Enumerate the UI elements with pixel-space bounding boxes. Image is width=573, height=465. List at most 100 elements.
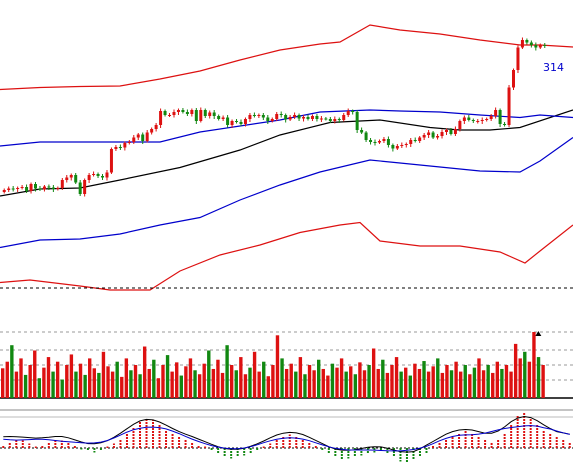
volume-bar [362,370,367,398]
candle-body [261,115,265,118]
volume-bar [207,350,211,398]
volume-bar [298,357,303,398]
volume-bar [142,346,147,398]
candle-body [351,111,355,112]
candle-body [78,182,82,194]
candle-body [525,40,529,43]
candle-body [217,116,221,119]
volume-bar [133,365,138,398]
candle-body [511,70,515,88]
candle-body [467,117,471,120]
volume-bar [532,332,536,398]
candle-body [418,137,422,141]
candle-body [190,110,194,114]
volume-bar [216,359,220,398]
candle-body [29,184,33,191]
candle-body [498,110,502,124]
volume-bar [326,375,330,398]
price-panel [0,24,573,291]
candle-body [449,130,453,134]
volume-bar [376,368,380,398]
volume-bar [78,363,83,398]
volume-panel [0,331,573,399]
volume-bar [431,366,435,398]
candle-body [159,111,163,125]
volume-bar [349,366,353,398]
volume-bar [147,368,151,398]
volume-bar [289,363,293,398]
volume-bar [97,372,101,398]
candle-body [199,110,203,121]
candle-body [7,188,11,190]
candle-body [476,121,480,122]
candle-body [257,115,261,116]
candle-body [51,187,55,189]
candle-body [20,187,24,188]
volume-bar [426,371,431,398]
candle-body [386,139,390,145]
volume-bar [495,361,500,398]
candle-body [538,45,542,48]
volume-bar [115,361,119,398]
candle-body [444,130,448,132]
candle-body [42,186,46,190]
macd-panel [0,409,573,463]
volume-bar [138,374,142,398]
candle-body [11,188,15,190]
candle-body [203,110,207,116]
volume-bar [69,354,74,398]
candle-body [235,121,239,122]
volume-bar [175,362,179,398]
candle-body [83,180,87,194]
candle-body [230,121,234,125]
volume-bar [381,359,385,398]
volume-bar [436,358,440,398]
candle-body [427,132,431,135]
volume-bar [275,335,280,398]
volume-bar [88,358,92,398]
macd-line [3,415,570,453]
volume-bar [500,368,504,398]
volume-bar [358,362,362,398]
candle-body [346,111,350,115]
volume-bar [335,367,339,398]
volume-peak-marker [535,331,542,336]
candle-body [306,117,310,119]
candle-body [239,122,243,124]
volume-bar [449,370,454,398]
volume-bar [390,365,394,398]
volume-bar [262,361,266,398]
volume-bar [445,365,449,398]
volume-bar [161,365,165,398]
volume-bar [1,368,5,398]
candle-body [69,175,73,178]
volume-bar [106,366,110,398]
volume-bar [248,367,252,398]
candle-body [355,112,359,130]
candle-body [373,142,377,143]
volume-bar [330,363,335,398]
volume-bar [60,379,64,398]
candle-body [226,117,230,125]
candle-body [422,135,426,138]
candle-body [364,132,368,140]
candle-body [440,132,444,136]
volume-bar [454,361,458,398]
candle-body [543,45,547,46]
volume-bar [523,351,527,398]
candle-body [377,141,381,143]
volume-bar [513,343,518,398]
volume-bar [518,358,522,398]
candle-body [34,184,38,189]
candle-body [520,40,524,48]
volume-bar [239,357,243,398]
candle-body [275,114,279,119]
lower-inner-band-line [0,137,573,249]
volume-bar [74,371,78,398]
candle-body [87,175,91,180]
candle-body [369,140,373,142]
volume-bar [312,370,316,398]
volume-bar [271,365,275,398]
candle-body [109,149,113,173]
volume-bar [284,368,289,398]
